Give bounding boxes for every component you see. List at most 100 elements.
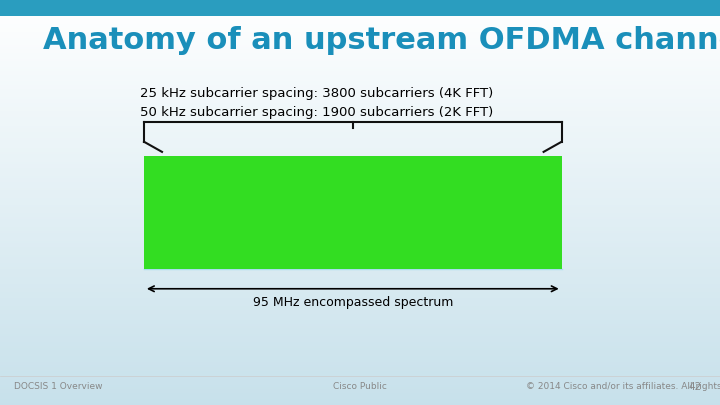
Bar (0, 115, 720, 117)
Bar (0, 235, 720, 237)
Bar (0, 140, 720, 142)
Bar (0, 16, 720, 18)
Bar (0, 93, 720, 95)
Bar (0, 255, 720, 257)
Bar (0, 0, 720, 16)
Bar (0, 18, 720, 20)
Bar (0, 73, 720, 75)
Bar (0, 318, 720, 320)
Bar (0, 342, 720, 344)
Bar (0, 105, 720, 107)
Bar (0, 101, 720, 103)
Bar (0, 259, 720, 261)
Bar (0, 324, 720, 326)
Bar (0, 277, 720, 279)
Bar (0, 221, 720, 223)
Bar (0, 14, 720, 16)
Bar (0, 290, 720, 292)
Bar (0, 314, 720, 316)
Text: Anatomy of an upstream OFDMA channel: Anatomy of an upstream OFDMA channel (43, 26, 720, 55)
Bar (0, 124, 720, 126)
Bar (0, 284, 720, 286)
Bar (0, 45, 720, 47)
Bar (0, 28, 720, 30)
Bar (0, 306, 720, 308)
Bar (0, 328, 720, 330)
Bar (0, 399, 720, 401)
Bar (0, 312, 720, 314)
Bar (0, 215, 720, 217)
Bar (0, 178, 720, 180)
Bar (0, 190, 720, 192)
Bar (0, 51, 720, 53)
Bar (0, 330, 720, 332)
Bar (0, 40, 720, 43)
Bar (0, 89, 720, 91)
Bar (0, 271, 720, 273)
Bar (0, 126, 720, 128)
Bar (0, 198, 720, 200)
Bar (0, 182, 720, 184)
Bar (0, 117, 720, 119)
Bar (0, 156, 720, 158)
Bar (0, 233, 720, 235)
Bar (0, 200, 720, 202)
Bar (0, 217, 720, 219)
Bar (0, 377, 720, 379)
Bar (0, 373, 720, 375)
Bar (0, 403, 720, 405)
Text: DOCSIS 1 Overview: DOCSIS 1 Overview (14, 382, 103, 391)
Bar (0, 310, 720, 312)
Bar (0, 111, 720, 113)
Bar (0, 243, 720, 245)
Bar (0, 132, 720, 134)
Bar (0, 109, 720, 111)
Bar (0, 352, 720, 354)
Bar (0, 261, 720, 263)
Bar (0, 344, 720, 346)
Bar (0, 168, 720, 170)
Bar (0, 205, 720, 207)
Bar (0, 136, 720, 138)
Bar (0, 0, 720, 2)
Bar (0, 4, 720, 6)
Bar (0, 393, 720, 395)
Bar (0, 69, 720, 71)
Text: 25 kHz subcarrier spacing: 3800 subcarriers (4K FFT)
50 kHz subcarrier spacing: : 25 kHz subcarrier spacing: 3800 subcarri… (140, 87, 494, 119)
Bar (0, 350, 720, 352)
Bar (0, 245, 720, 247)
Bar (0, 119, 720, 122)
Bar (0, 36, 720, 38)
Bar (0, 59, 720, 61)
Bar (0, 387, 720, 389)
Bar (0, 249, 720, 251)
Bar (0, 170, 720, 172)
Bar (0, 253, 720, 255)
Bar (0, 346, 720, 348)
Bar (0, 211, 720, 213)
Bar (0, 320, 720, 322)
Bar (0, 302, 720, 304)
Bar (0, 362, 720, 364)
Bar (0, 154, 720, 156)
Bar (0, 207, 720, 209)
Bar (0, 97, 720, 99)
Bar (0, 144, 720, 146)
Bar (0, 130, 720, 132)
Bar (0, 383, 720, 385)
Bar (0, 209, 720, 211)
Bar (0, 263, 720, 265)
Bar (0, 267, 720, 269)
Bar (0, 348, 720, 350)
Bar (0, 273, 720, 275)
Bar (0, 375, 720, 377)
Bar (0, 83, 720, 85)
Bar (0, 53, 720, 55)
Bar (0, 192, 720, 194)
Bar (0, 26, 720, 28)
Bar (0, 8, 720, 10)
Bar (0, 369, 720, 371)
Bar (0, 75, 720, 77)
Bar (0, 298, 720, 300)
Bar (0, 316, 720, 318)
